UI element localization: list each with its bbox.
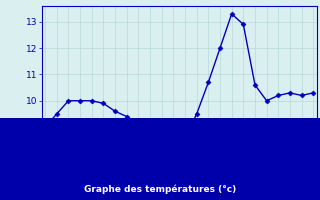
- Text: Graphe des températures (°c): Graphe des températures (°c): [84, 184, 236, 194]
